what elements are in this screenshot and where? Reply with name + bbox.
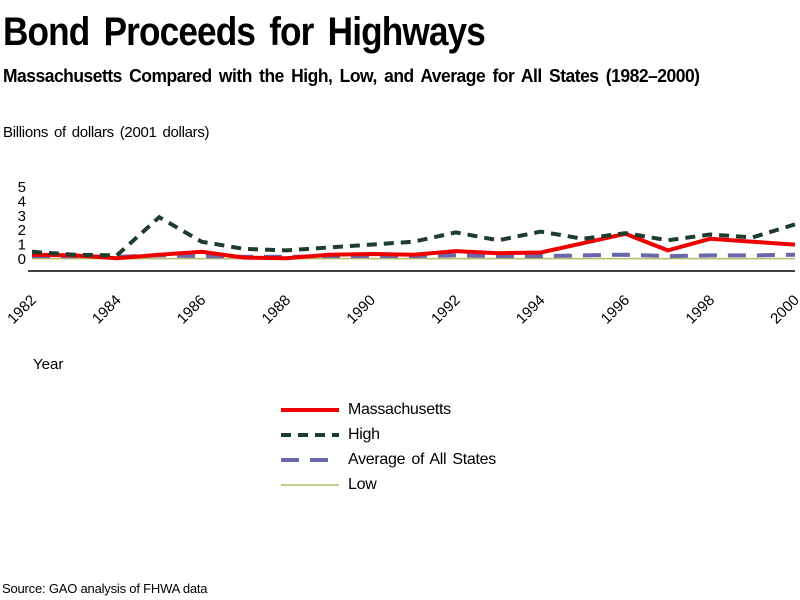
y-tick-label: 3 xyxy=(18,208,26,225)
x-tick-label: 1986 xyxy=(174,292,210,328)
legend-item-average: Average of All States xyxy=(281,447,496,472)
x-tick-label: 1996 xyxy=(598,292,634,328)
legend-label: Massachusetts xyxy=(348,400,451,418)
series-line-massachusetts xyxy=(31,231,796,261)
x-tick-label: 1992 xyxy=(428,292,464,328)
x-tick-label: 1994 xyxy=(513,292,549,328)
legend-label: Low xyxy=(348,475,377,493)
source-note: Source: GAO analysis of FHWA data xyxy=(2,581,208,596)
legend-item-low: Low xyxy=(281,472,496,497)
x-tick-label: 1982 xyxy=(4,292,40,328)
y-tick-label: 4 xyxy=(18,193,26,210)
x-axis-title: Year xyxy=(33,356,64,373)
massachusetts-line-swatch xyxy=(281,407,339,412)
low-line-swatch xyxy=(281,483,339,486)
y-tick-label: 0 xyxy=(18,251,26,268)
x-tick-label: 2000 xyxy=(767,292,800,328)
chart-legend: Massachusetts High Average of All States… xyxy=(281,397,496,497)
page-title: Bond Proceeds for Highways xyxy=(3,10,486,54)
x-tick-label: 1990 xyxy=(343,292,379,328)
legend-item-high: High xyxy=(281,422,496,447)
series-line-high xyxy=(31,214,796,258)
legend-label: High xyxy=(348,425,380,443)
y-tick-label: 5 xyxy=(18,179,26,196)
page-subtitle: Massachusetts Compared with the High, Lo… xyxy=(3,66,700,86)
x-tick-label: 1984 xyxy=(89,292,125,328)
x-tick-label: 1988 xyxy=(259,292,295,328)
legend-label: Average of All States xyxy=(348,450,496,468)
high-line-swatch xyxy=(281,432,339,437)
legend-item-massachusetts: Massachusetts xyxy=(281,397,496,422)
y-tick-label: 2 xyxy=(18,222,26,239)
x-tick-label: 1998 xyxy=(682,292,718,328)
average-line-swatch xyxy=(281,457,339,462)
y-tick-label: 1 xyxy=(18,237,26,254)
y-axis-title: Billions of dollars (2001 dollars) xyxy=(3,124,210,141)
